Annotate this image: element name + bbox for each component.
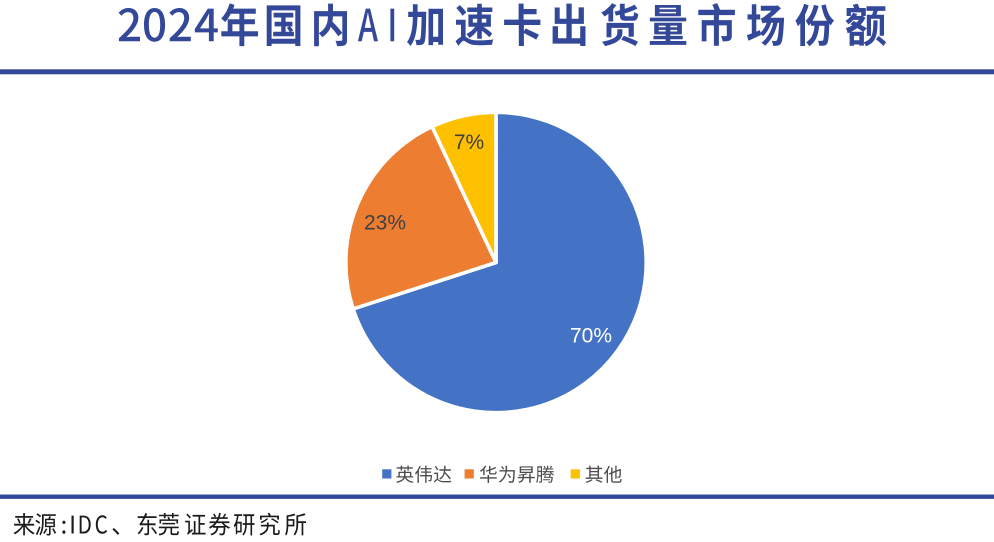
svg-text:70%: 70% (570, 325, 612, 348)
svg-text:7%: 7% (454, 131, 484, 154)
svg-text:23%: 23% (364, 211, 406, 234)
